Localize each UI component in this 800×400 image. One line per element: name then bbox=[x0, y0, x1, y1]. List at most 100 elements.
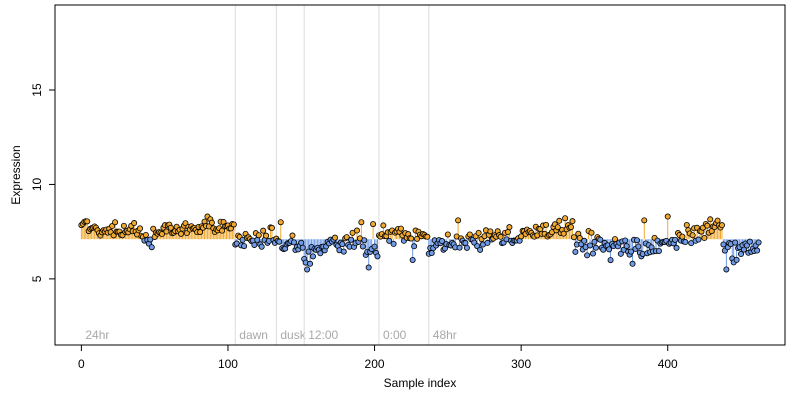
data-point bbox=[567, 224, 574, 231]
x-tick-label: 300 bbox=[511, 357, 531, 371]
data-point bbox=[142, 231, 149, 238]
plot-frame bbox=[54, 4, 786, 346]
data-point bbox=[704, 222, 711, 229]
data-point bbox=[633, 237, 640, 244]
data-point bbox=[689, 232, 696, 239]
data-point bbox=[298, 239, 305, 246]
data-point bbox=[167, 224, 174, 231]
data-point bbox=[591, 238, 598, 245]
x-tick-label: 400 bbox=[658, 357, 678, 371]
y-tick-label: 15 bbox=[30, 83, 44, 97]
data-point bbox=[607, 257, 614, 264]
data-point bbox=[600, 246, 607, 253]
data-point bbox=[679, 233, 686, 240]
data-point bbox=[147, 236, 154, 243]
data-point bbox=[743, 242, 750, 249]
x-tick-label: 0 bbox=[78, 357, 85, 371]
data-point bbox=[701, 235, 708, 242]
data-point bbox=[343, 234, 350, 241]
data-point bbox=[178, 230, 185, 237]
x-tick-label: 100 bbox=[218, 357, 238, 371]
data-point bbox=[740, 246, 747, 253]
data-point bbox=[556, 217, 563, 224]
region-label: 0:00 bbox=[383, 328, 407, 342]
data-point bbox=[131, 220, 138, 227]
data-point bbox=[348, 236, 355, 243]
data-point bbox=[576, 235, 583, 242]
data-point bbox=[506, 224, 513, 231]
data-point bbox=[475, 229, 482, 236]
data-point bbox=[268, 224, 275, 231]
data-point bbox=[370, 221, 377, 228]
data-point bbox=[569, 218, 576, 225]
data-point bbox=[560, 230, 567, 237]
data-point bbox=[518, 233, 525, 240]
data-point bbox=[477, 246, 484, 253]
data-point bbox=[622, 237, 629, 244]
data-point bbox=[581, 237, 588, 244]
data-point bbox=[361, 237, 368, 244]
data-point bbox=[606, 246, 613, 253]
data-point bbox=[408, 235, 415, 242]
data-point bbox=[208, 219, 215, 226]
data-point bbox=[305, 248, 312, 255]
data-point bbox=[353, 227, 360, 234]
data-point bbox=[738, 251, 745, 258]
data-point bbox=[746, 238, 753, 245]
data-point bbox=[438, 238, 445, 245]
data-point bbox=[309, 253, 316, 260]
data-point bbox=[754, 247, 761, 254]
data-point bbox=[672, 236, 679, 243]
data-point bbox=[592, 244, 599, 251]
data-point bbox=[723, 266, 730, 273]
data-point bbox=[570, 234, 577, 241]
data-point bbox=[655, 248, 662, 255]
data-point bbox=[374, 253, 381, 260]
data-point bbox=[562, 215, 569, 222]
data-point bbox=[628, 248, 635, 255]
data-point bbox=[409, 256, 416, 263]
data-point bbox=[683, 222, 690, 229]
axes-layer: 0 100 200 300 400 5 10 15 bbox=[30, 83, 678, 371]
data-point bbox=[466, 231, 473, 238]
data-point bbox=[411, 243, 418, 250]
data-point bbox=[137, 225, 144, 232]
region-label: 24hr bbox=[85, 328, 109, 342]
data-point bbox=[339, 241, 346, 248]
data-point bbox=[340, 248, 347, 255]
data-point bbox=[258, 243, 265, 250]
data-point bbox=[289, 232, 296, 239]
data-point bbox=[673, 244, 680, 251]
data-point bbox=[359, 243, 366, 250]
data-point bbox=[718, 222, 725, 229]
region-layer: 24hr dawn dusk 12:00 0:00 48hr bbox=[85, 5, 457, 345]
data-point bbox=[365, 264, 372, 271]
data-point bbox=[251, 241, 258, 248]
data-point bbox=[428, 250, 435, 257]
data-point bbox=[755, 239, 762, 246]
data-point bbox=[629, 260, 636, 267]
data-point bbox=[260, 227, 267, 234]
data-point bbox=[554, 224, 561, 231]
data-point bbox=[163, 228, 170, 235]
data-point bbox=[358, 219, 365, 226]
data-point bbox=[617, 250, 624, 257]
data-point bbox=[497, 233, 504, 240]
data-point bbox=[255, 232, 262, 239]
data-point bbox=[304, 266, 311, 273]
data-point bbox=[307, 260, 314, 267]
data-point bbox=[159, 231, 166, 238]
data-point bbox=[587, 242, 594, 249]
data-point bbox=[197, 229, 204, 236]
data-point bbox=[424, 233, 431, 240]
data-point bbox=[611, 236, 618, 243]
data-point bbox=[664, 213, 671, 220]
data-point bbox=[504, 229, 511, 236]
region-label: 12:00 bbox=[308, 328, 338, 342]
data-point bbox=[597, 236, 604, 243]
y-tick-label: 5 bbox=[30, 275, 44, 282]
data-point bbox=[707, 216, 714, 223]
y-tick-label: 10 bbox=[30, 177, 44, 191]
region-label: dusk bbox=[280, 328, 306, 342]
